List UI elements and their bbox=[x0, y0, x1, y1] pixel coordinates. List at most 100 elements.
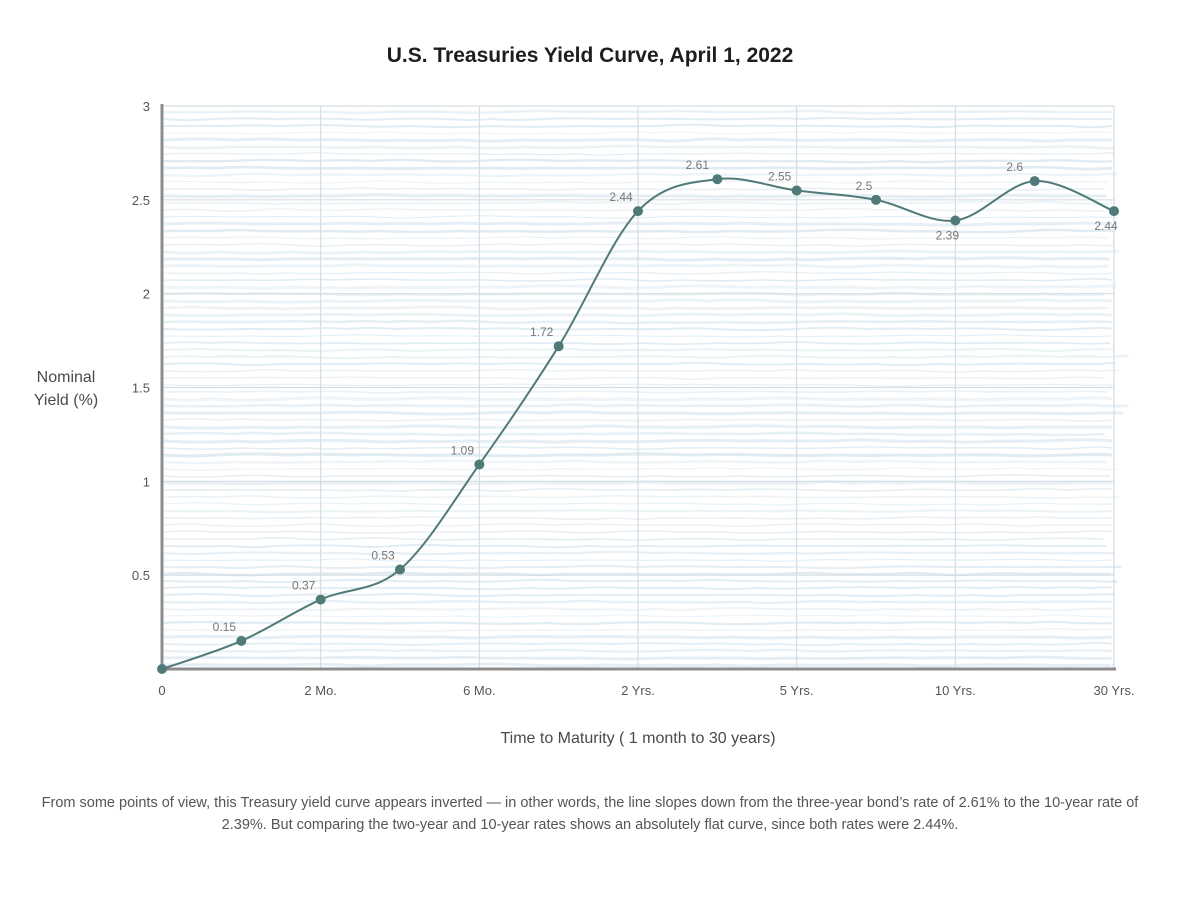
texture-wave bbox=[163, 558, 1113, 562]
data-label: 2.55 bbox=[768, 169, 792, 183]
texture-wave bbox=[163, 236, 1108, 240]
texture-wave bbox=[163, 614, 1115, 618]
texture-wave bbox=[163, 662, 1114, 668]
x-tick-label: 5 Yrs. bbox=[780, 683, 814, 698]
data-point bbox=[236, 635, 247, 646]
texture-wave bbox=[163, 543, 1107, 549]
texture-wave bbox=[163, 123, 1113, 129]
texture-wave bbox=[163, 634, 1113, 640]
texture-wave bbox=[163, 396, 1113, 402]
texture-wave bbox=[163, 606, 1113, 612]
texture-wave bbox=[163, 564, 1123, 570]
texture-wave bbox=[163, 172, 1118, 178]
data-label: 2.44 bbox=[609, 190, 633, 204]
texture-wave bbox=[163, 648, 1113, 653]
data-label: 0.37 bbox=[292, 579, 316, 593]
texture-wave bbox=[163, 530, 1113, 534]
texture-wave bbox=[163, 452, 1113, 458]
texture-wave bbox=[163, 284, 1117, 290]
texture-wave bbox=[163, 341, 1111, 346]
texture-wave bbox=[163, 550, 1114, 556]
background-texture bbox=[163, 109, 1129, 668]
texture-wave bbox=[163, 480, 1114, 486]
texture-wave bbox=[163, 467, 1117, 471]
texture-wave bbox=[163, 158, 1113, 164]
data-point bbox=[395, 564, 405, 575]
texture-wave bbox=[163, 221, 1113, 227]
texture-wave bbox=[163, 655, 1113, 661]
data-label: 1.09 bbox=[451, 443, 475, 457]
texture-wave bbox=[163, 459, 1107, 465]
chart-title: U.S. Treasuries Yield Curve, April 1, 20… bbox=[386, 44, 794, 67]
texture-wave bbox=[163, 263, 1109, 269]
texture-wave bbox=[163, 271, 1113, 275]
data-point bbox=[633, 206, 643, 217]
data-point bbox=[157, 664, 167, 674]
y-tick-label: 2.5 bbox=[132, 193, 150, 208]
y-axis-label: Nominal Yield (%) bbox=[14, 366, 118, 412]
data-label: 0.53 bbox=[371, 549, 395, 563]
y-axis-label-line-1: Nominal bbox=[36, 369, 96, 386]
y-tick-label: 2 bbox=[143, 287, 150, 302]
x-tick-label: 6 Mo. bbox=[463, 683, 496, 698]
data-point bbox=[553, 341, 564, 352]
texture-wave bbox=[163, 228, 1115, 234]
texture-wave bbox=[163, 193, 1107, 199]
texture-wave bbox=[163, 369, 1120, 373]
texture-wave bbox=[163, 347, 1114, 353]
texture-wave bbox=[163, 334, 1113, 338]
texture-wave bbox=[163, 578, 1118, 584]
texture-wave bbox=[163, 109, 1113, 115]
texture-wave bbox=[163, 585, 1113, 591]
y-tick-label: 0.5 bbox=[132, 568, 150, 583]
texture-wave bbox=[163, 298, 1113, 304]
x-axis-label: Time to Maturity ( 1 month to 30 years) bbox=[500, 730, 776, 747]
texture-wave bbox=[163, 152, 1115, 156]
texture-wave bbox=[163, 537, 1105, 541]
texture-wave bbox=[163, 117, 1112, 122]
texture-wave bbox=[163, 417, 1113, 423]
data-point bbox=[950, 215, 961, 226]
texture-wave bbox=[163, 305, 1109, 311]
texture-wave bbox=[163, 200, 1113, 206]
texture-wave bbox=[163, 495, 1119, 499]
texture-wave bbox=[163, 403, 1129, 409]
texture-wave bbox=[163, 137, 1112, 143]
texture-wave bbox=[163, 523, 1113, 527]
texture-wave bbox=[163, 215, 1118, 219]
data-label: 2.39 bbox=[936, 228, 960, 242]
data-point bbox=[791, 185, 802, 196]
texture-wave bbox=[163, 592, 1115, 598]
chart-caption: From some points of view, this Treasury … bbox=[41, 795, 1139, 833]
data-point bbox=[871, 194, 881, 205]
data-point bbox=[315, 594, 326, 605]
data-label: 0.15 bbox=[213, 620, 237, 634]
texture-wave bbox=[163, 376, 1105, 380]
texture-wave bbox=[163, 144, 1115, 150]
texture-wave bbox=[163, 180, 1109, 184]
x-tick-label: 30 Yrs. bbox=[1094, 683, 1135, 698]
y-axis-label-line-2: Yield (%) bbox=[33, 392, 99, 409]
texture-wave bbox=[163, 326, 1113, 332]
texture-wave bbox=[163, 319, 1113, 325]
data-point bbox=[474, 459, 485, 470]
y-tick-label: 1.5 bbox=[132, 381, 150, 396]
texture-wave bbox=[163, 502, 1113, 506]
x-tick-label: 2 Yrs. bbox=[621, 683, 655, 698]
data-label: 1.72 bbox=[530, 325, 554, 339]
data-point bbox=[712, 174, 723, 185]
texture-wave bbox=[163, 354, 1128, 360]
texture-wave bbox=[163, 243, 1115, 247]
texture-wave bbox=[163, 424, 1113, 430]
texture-wave bbox=[163, 446, 1113, 450]
x-tick-label: 0 bbox=[158, 683, 165, 698]
y-tick-label: 3 bbox=[143, 99, 150, 114]
texture-wave bbox=[163, 390, 1107, 394]
data-label: 2.5 bbox=[856, 179, 873, 193]
texture-wave bbox=[163, 509, 1113, 514]
texture-wave bbox=[163, 256, 1110, 262]
data-label: 2.44 bbox=[1094, 219, 1118, 233]
texture-wave bbox=[163, 278, 1113, 282]
texture-wave bbox=[163, 487, 1113, 492]
